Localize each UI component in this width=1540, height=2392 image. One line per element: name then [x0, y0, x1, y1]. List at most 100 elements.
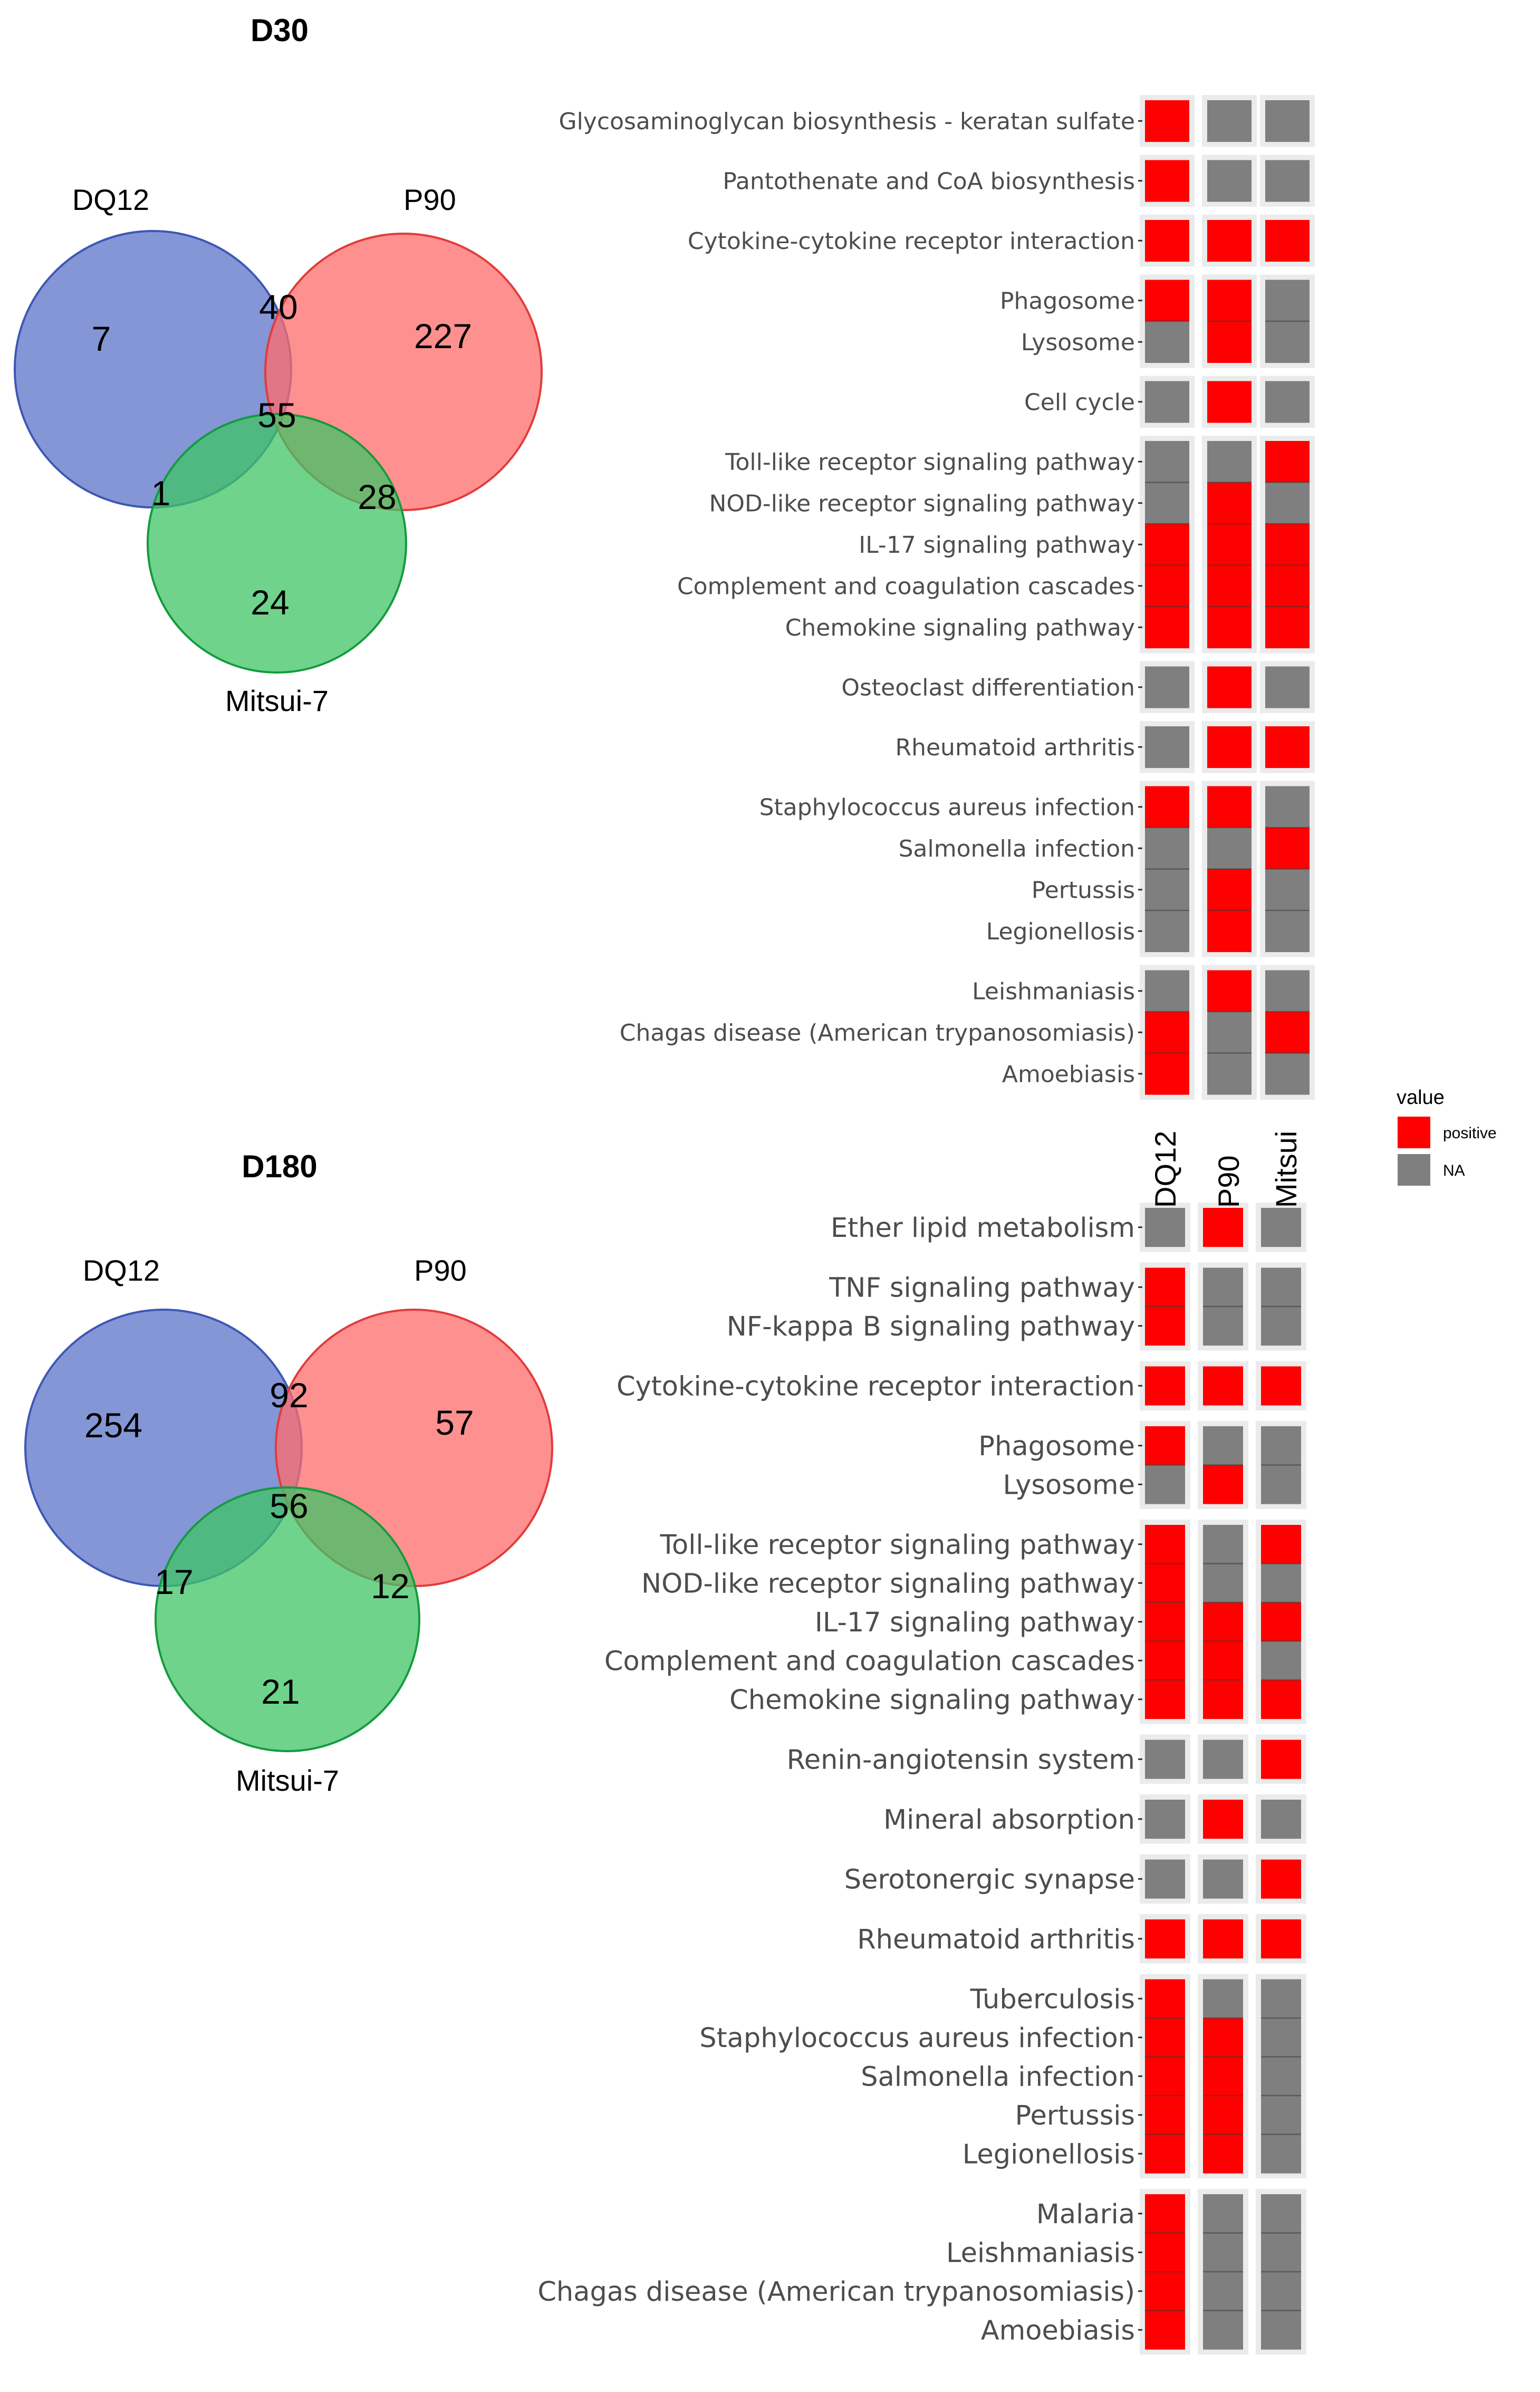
heatmap-tile	[1145, 1979, 1185, 2019]
row-label: Pertussis	[1032, 877, 1135, 904]
row-label: Phagosome	[978, 1431, 1135, 1462]
heatmap-tile	[1145, 1307, 1185, 1346]
heatmap-tile	[1203, 1800, 1243, 1839]
heatmap-tile	[1261, 1307, 1301, 1346]
row-label: Rheumatoid arthritis	[857, 1924, 1135, 1955]
heatmap-tile	[1145, 1525, 1185, 1564]
venn-d180-label-dq12: DQ12	[83, 1254, 160, 1287]
heatmap-tile	[1145, 1800, 1185, 1839]
heatmap-tile	[1203, 1859, 1243, 1899]
heatmap-tile	[1207, 160, 1252, 202]
heatmap-tile	[1207, 607, 1252, 649]
row-label: Amoebiasis	[1002, 1061, 1135, 1088]
heatmap-tile	[1265, 565, 1310, 607]
heatmap-tile	[1265, 910, 1310, 953]
heatmap-tile	[1265, 666, 1310, 708]
heatmap-tile	[1261, 1563, 1301, 1603]
venn-d180-label-mitsui7: Mitsui-7	[236, 1764, 339, 1797]
heatmap-tile	[1207, 524, 1252, 566]
heatmap-tile	[1203, 2057, 1243, 2096]
heatmap-tile	[1145, 1012, 1189, 1054]
heatmap-tile	[1145, 1680, 1185, 1719]
heatmap-tile	[1207, 565, 1252, 607]
heatmap-d180: Ether lipid metabolism TNF signaling path…	[537, 1203, 1306, 2355]
heatmap-tile	[1145, 1740, 1185, 1779]
legend-swatch-na	[1398, 1154, 1430, 1186]
heatmap-tile	[1265, 970, 1310, 1012]
row-label: Pertussis	[1015, 2100, 1135, 2131]
heatmap-tile	[1145, 786, 1189, 828]
heatmap-tile	[1145, 607, 1189, 649]
heatmap-tile	[1265, 160, 1310, 202]
heatmap-tile	[1203, 2096, 1243, 2135]
row-label: Toll-like receptor signaling pathway	[725, 449, 1135, 476]
heatmap-tile	[1145, 441, 1189, 483]
heatmap-tile	[1261, 1208, 1301, 1247]
heatmap-tile	[1145, 910, 1189, 953]
heatmap-tile	[1145, 1053, 1189, 1095]
heatmap-tile	[1207, 726, 1252, 768]
row-label: Complement and coagulation cascades	[677, 573, 1135, 600]
heatmap-tile	[1145, 280, 1189, 322]
heatmap-tile	[1145, 160, 1189, 202]
column-label-p90: P90	[1212, 1155, 1245, 1208]
row-label: Lysosome	[1021, 329, 1135, 356]
heatmap-tile	[1265, 280, 1310, 322]
venn-d180-dq12-only: 254	[84, 1406, 142, 1445]
row-label: Legionellosis	[986, 918, 1135, 945]
heatmap-tile	[1261, 1366, 1301, 1406]
heatmap-tile	[1265, 726, 1310, 768]
heatmap-tile	[1261, 1919, 1301, 1959]
heatmap-tile	[1145, 220, 1189, 262]
venn-d30-mitsui7-only: 24	[251, 583, 289, 622]
heatmap-tile	[1265, 1053, 1310, 1095]
column-label-mitsui: Mitsui	[1269, 1131, 1303, 1208]
row-label: Serotonergic synapse	[844, 1865, 1135, 1896]
row-label: IL-17 signaling pathway	[859, 532, 1135, 559]
heatmap-tile	[1265, 220, 1310, 262]
heatmap-tile	[1261, 1680, 1301, 1719]
venn-d30-dq12-only: 7	[92, 319, 111, 358]
heatmap-tile	[1265, 1012, 1310, 1054]
heatmap-tile	[1203, 1563, 1243, 1603]
heatmap-tile	[1207, 321, 1252, 363]
heatmap-tile	[1145, 1859, 1185, 1899]
heatmap-tile	[1203, 1740, 1243, 1779]
venn-d30-dq12-p90: 40	[259, 287, 297, 326]
venn-d30-set-mitsui7	[147, 413, 407, 674]
heatmap-tile	[1145, 726, 1189, 768]
row-label: Staphylococcus aureus infection	[759, 794, 1135, 821]
venn-d180-all-three: 56	[270, 1486, 308, 1525]
heatmap-tile	[1145, 1366, 1185, 1406]
heatmap-tile	[1145, 2134, 1185, 2174]
venn-d180-p90-only: 57	[435, 1403, 474, 1442]
venn-d30-title: D30	[251, 13, 309, 48]
heatmap-tile	[1145, 1919, 1185, 1959]
heatmap-tile	[1207, 100, 1252, 142]
heatmap-tile	[1261, 1740, 1301, 1779]
heatmap-tile	[1145, 565, 1189, 607]
heatmap-tile	[1207, 280, 1252, 322]
row-label: Cell cycle	[1024, 389, 1135, 416]
heatmap-tile	[1261, 2057, 1301, 2096]
heatmap-tile	[1203, 1919, 1243, 1959]
legend-label-positive: positive	[1443, 1125, 1497, 1142]
venn-d180-mitsui7-only: 21	[261, 1672, 300, 1711]
heatmap-d30: Glycosaminoglycan biosynthesis - keratan…	[559, 95, 1315, 1100]
venn-d180-dq12-mitsui7: 17	[155, 1562, 193, 1601]
heatmap-tile	[1265, 482, 1310, 524]
heatmap-tile	[1207, 1012, 1252, 1054]
heatmap-tile	[1265, 381, 1310, 423]
heatmap-tile	[1145, 2194, 1185, 2234]
heatmap-tile	[1203, 1366, 1243, 1406]
heatmap-tile	[1145, 828, 1189, 870]
venn-d180-dq12-p90: 92	[270, 1376, 308, 1415]
venn-d180-title: D180	[242, 1149, 317, 1184]
heatmap-tile	[1145, 2018, 1185, 2058]
venn-d180: D180 DQ12 P90 Mitsui-7 254 57 21 92 17 1…	[24, 1149, 553, 1797]
heatmap-tile	[1207, 441, 1252, 483]
heatmap-tile	[1207, 970, 1252, 1012]
heatmap-tile	[1203, 1641, 1243, 1680]
heatmap-tile	[1203, 1307, 1243, 1346]
venn-d30-label-mitsui7: Mitsui-7	[225, 684, 329, 717]
